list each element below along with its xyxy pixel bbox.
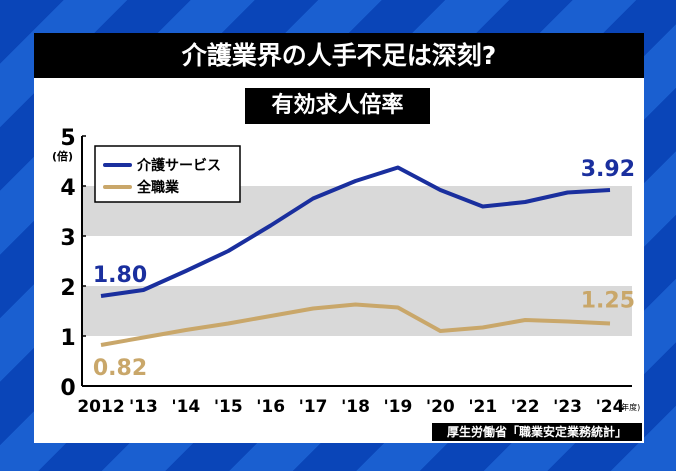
data-label: 0.82 [93,356,147,381]
x-tick-label: '20 [426,397,455,417]
x-tick-label: '22 [511,397,540,417]
shaded-band [82,286,632,336]
y-axis-unit: (倍) [52,149,73,163]
x-axis-unit: (年度) [618,402,640,412]
y-tick-label: 5 [60,126,75,151]
x-tick-label: '21 [468,397,497,417]
x-tick-label: '13 [129,397,158,417]
page-title: 介護業界の人手不足は深刻? [34,33,644,78]
x-tick-label: '16 [256,397,285,417]
y-tick-label: 2 [60,276,75,301]
x-tick-label: '15 [214,397,243,417]
x-tick-label: '14 [171,397,200,417]
x-tick-label: '24 [596,397,625,417]
y-tick-label: 4 [60,176,75,201]
x-tick-label: '18 [341,397,370,417]
data-label: 1.80 [93,263,147,288]
y-tick-label: 1 [60,326,75,351]
x-tick-label: '17 [299,397,328,417]
y-tick-label: 0 [60,376,75,401]
y-tick-label: 3 [60,226,75,251]
legend [94,145,241,203]
x-tick-label: 2012 [77,397,124,417]
x-tick-label: '19 [383,397,412,417]
legend-label: 介護サービス [136,157,221,174]
x-tick-label: '23 [553,397,582,417]
legend-label: 全職業 [136,179,180,196]
source-label: 厚生労働省「職業安定業務統計」 [432,423,642,441]
chart-subtitle: 有効求人倍率 [245,88,430,124]
data-label: 1.25 [581,289,635,314]
data-label: 3.92 [581,157,635,182]
